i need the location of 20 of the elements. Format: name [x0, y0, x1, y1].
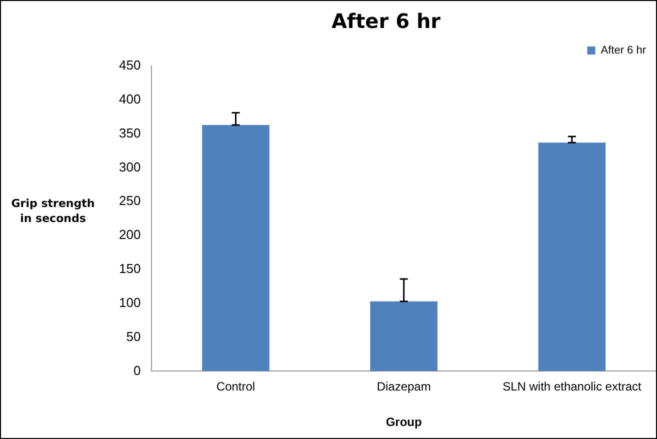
y-tick-label: 0 [133, 362, 141, 378]
chart-title: After 6 hr [331, 9, 441, 34]
x-tick-label: SLN with ethanolic extract [502, 380, 642, 394]
bar [202, 125, 270, 372]
y-tick-label: 100 [118, 294, 141, 310]
bar [370, 301, 438, 372]
y-tick-label: 250 [118, 193, 141, 208]
bar [538, 142, 606, 372]
y-axis-title: Grip strength in seconds [10, 196, 96, 226]
y-tick-label: 300 [118, 159, 141, 174]
y-tick-label: 400 [118, 91, 141, 106]
x-axis-title: Group [386, 415, 422, 430]
y-tick-label: 50 [126, 328, 141, 344]
y-tick-label: 150 [118, 261, 141, 276]
x-tick-label: Control [216, 380, 256, 394]
legend-label: After 6 hr [600, 44, 646, 57]
y-tick-label: 350 [118, 125, 141, 140]
y-tick-label: 200 [118, 227, 141, 242]
y-tick-label: 450 [118, 58, 141, 73]
x-tick-label: Diazepam [376, 380, 431, 394]
